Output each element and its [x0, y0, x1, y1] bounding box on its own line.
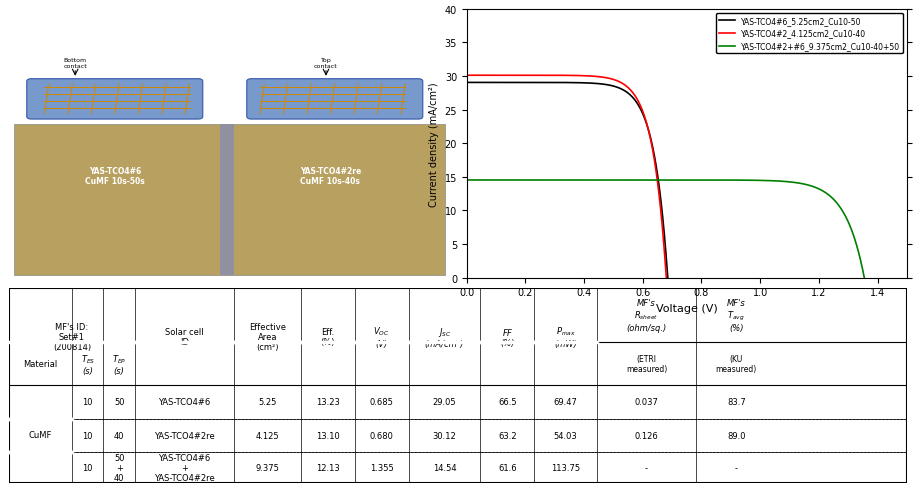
Text: -: -: [735, 463, 737, 472]
Text: 50: 50: [114, 398, 125, 407]
Text: Effective
Area
(cm²): Effective Area (cm²): [249, 322, 286, 351]
Text: 83.7: 83.7: [727, 398, 746, 407]
Text: MF's ID:
Set#1
(200814): MF's ID: Set#1 (200814): [53, 322, 91, 351]
YAS-TCO4#2_4.125cm2_Cu10-40: [616, 81, 627, 87]
Text: 10: 10: [82, 463, 93, 472]
Text: 0.685: 0.685: [370, 398, 394, 407]
Bar: [14, 125, 445, 275]
Text: $J_{SC}$
(mA/cm²): $J_{SC}$ (mA/cm²): [425, 325, 464, 348]
YAS-TCO4#6_5.25cm2_Cu10-50: [618, 88, 629, 94]
Text: $P_{max}$
(mW): $P_{max}$ (mW): [554, 325, 577, 348]
YAS-TCO4#6_5.25cm2_Cu10-50: [619, 88, 630, 94]
Text: Top
contact: Top contact: [314, 58, 338, 69]
YAS-TCO4#2+#6_9.375cm2_Cu10-40+50: [771, 179, 782, 184]
Text: Solar cell
ID: Solar cell ID: [165, 327, 203, 346]
Text: 0.037: 0.037: [635, 398, 659, 407]
Text: 13.23: 13.23: [316, 398, 340, 407]
YAS-TCO4#2_4.125cm2_Cu10-40: [531, 73, 542, 79]
Text: 5.25: 5.25: [258, 398, 277, 407]
Text: YAS-TCO4#2re: YAS-TCO4#2re: [154, 431, 214, 440]
Text: (KU
measured): (KU measured): [715, 354, 757, 374]
Text: $T_{ES}$
(s): $T_{ES}$ (s): [81, 353, 95, 375]
Text: 50
+
40: 50 + 40: [114, 453, 125, 482]
YAS-TCO4#2+#6_9.375cm2_Cu10-40+50: [890, 279, 901, 285]
YAS-TCO4#2+#6_9.375cm2_Cu10-40+50: [773, 179, 784, 184]
YAS-TCO4#6_5.25cm2_Cu10-50: [532, 81, 543, 86]
Text: 10: 10: [82, 431, 93, 440]
Text: YAS-TCO4#6: YAS-TCO4#6: [158, 398, 211, 407]
Text: 10: 10: [82, 398, 93, 407]
Text: 30.12: 30.12: [432, 431, 456, 440]
Text: 12.13: 12.13: [316, 463, 340, 472]
YAS-TCO4#2_4.125cm2_Cu10-40: [487, 73, 498, 79]
Text: 0.680: 0.680: [370, 431, 394, 440]
Text: -: -: [645, 463, 648, 472]
YAS-TCO4#2_4.125cm2_Cu10-40: [618, 82, 629, 88]
Text: $T_{EP}$
(s): $T_{EP}$ (s): [112, 353, 126, 375]
Text: Eff.
(%): Eff. (%): [321, 327, 335, 346]
YAS-TCO4#2+#6_9.375cm2_Cu10-40+50: [631, 178, 642, 183]
FancyBboxPatch shape: [246, 80, 423, 120]
Text: 113.75: 113.75: [551, 463, 580, 472]
YAS-TCO4#2+#6_9.375cm2_Cu10-40+50: [513, 178, 524, 183]
YAS-TCO4#2_4.125cm2_Cu10-40: [677, 279, 688, 285]
Text: 0.126: 0.126: [635, 431, 659, 440]
YAS-TCO4#6_5.25cm2_Cu10-50: [679, 279, 690, 285]
Text: 29.05: 29.05: [432, 398, 456, 407]
Text: 61.6: 61.6: [498, 463, 517, 472]
Text: $FF$
(%): $FF$ (%): [500, 326, 515, 347]
Text: 63.2: 63.2: [498, 431, 517, 440]
Text: $V_{OC}$
(V): $V_{OC}$ (V): [374, 325, 390, 348]
Text: 1.355: 1.355: [370, 463, 394, 472]
YAS-TCO4#2_4.125cm2_Cu10-40: [661, 279, 672, 285]
Text: 66.5: 66.5: [498, 398, 517, 407]
FancyBboxPatch shape: [27, 80, 202, 120]
Text: YAS-TCO4#2re
CuMF 10s-40s: YAS-TCO4#2re CuMF 10s-40s: [300, 166, 361, 186]
YAS-TCO4#2_4.125cm2_Cu10-40: [597, 75, 608, 81]
Text: 14.54: 14.54: [432, 463, 456, 472]
Y-axis label: Current density (mA/cm²): Current density (mA/cm²): [429, 82, 439, 206]
YAS-TCO4#2+#6_9.375cm2_Cu10-40+50: [731, 178, 742, 183]
Text: MF's
$T_{avg}$
(%): MF's $T_{avg}$ (%): [727, 298, 746, 332]
Legend: YAS-TCO4#6_5.25cm2_Cu10-50, YAS-TCO4#2_4.125cm2_Cu10-40, YAS-TCO4#2+#6_9.375cm2_: YAS-TCO4#6_5.25cm2_Cu10-50, YAS-TCO4#2_4…: [716, 14, 903, 54]
Text: YAS-TCO4#6
CuMF 10s-50s: YAS-TCO4#6 CuMF 10s-50s: [85, 166, 145, 186]
Text: Bottom
contact: Bottom contact: [63, 58, 87, 69]
Text: MF's
$R_{sheet}$
(ohm/sq.): MF's $R_{sheet}$ (ohm/sq.): [627, 299, 667, 332]
Text: 89.0: 89.0: [727, 431, 746, 440]
Line: YAS-TCO4#2+#6_9.375cm2_Cu10-40+50: YAS-TCO4#2+#6_9.375cm2_Cu10-40+50: [467, 181, 896, 282]
Text: 40: 40: [114, 431, 125, 440]
Text: 13.10: 13.10: [316, 431, 340, 440]
YAS-TCO4#2+#6_9.375cm2_Cu10-40+50: [462, 178, 473, 183]
Text: (ETRI
measured): (ETRI measured): [626, 354, 667, 374]
Text: 54.03: 54.03: [554, 431, 578, 440]
YAS-TCO4#6_5.25cm2_Cu10-50: [547, 81, 558, 86]
Text: 9.375: 9.375: [256, 463, 279, 472]
Line: YAS-TCO4#2_4.125cm2_Cu10-40: YAS-TCO4#2_4.125cm2_Cu10-40: [467, 76, 682, 282]
Line: YAS-TCO4#6_5.25cm2_Cu10-50: YAS-TCO4#6_5.25cm2_Cu10-50: [467, 83, 684, 282]
YAS-TCO4#2+#6_9.375cm2_Cu10-40+50: [601, 178, 612, 183]
Text: 4.125: 4.125: [256, 431, 279, 440]
Text: CuMF: CuMF: [29, 430, 52, 439]
YAS-TCO4#6_5.25cm2_Cu10-50: [487, 81, 498, 86]
YAS-TCO4#6_5.25cm2_Cu10-50: [598, 82, 609, 88]
Text: 69.47: 69.47: [554, 398, 578, 407]
YAS-TCO4#2+#6_9.375cm2_Cu10-40+50: [860, 279, 871, 285]
Bar: [221, 125, 234, 275]
YAS-TCO4#2_4.125cm2_Cu10-40: [462, 73, 473, 79]
Text: YAS-TCO4#6
+
YAS-TCO4#2re: YAS-TCO4#6 + YAS-TCO4#2re: [154, 453, 214, 482]
YAS-TCO4#2_4.125cm2_Cu10-40: [547, 73, 558, 79]
X-axis label: Voltage (V): Voltage (V): [656, 304, 718, 313]
YAS-TCO4#6_5.25cm2_Cu10-50: [462, 81, 473, 86]
Text: Material: Material: [24, 360, 58, 368]
YAS-TCO4#6_5.25cm2_Cu10-50: [662, 279, 673, 285]
